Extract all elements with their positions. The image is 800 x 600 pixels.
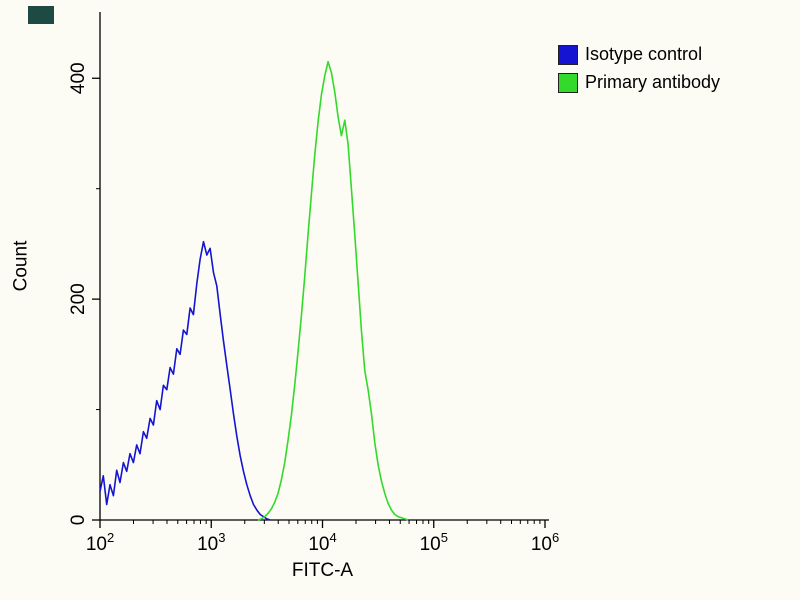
- legend-item-isotype-control: Isotype control: [558, 44, 720, 65]
- x-tick-label: 103: [197, 530, 225, 555]
- x-tick-label: 105: [420, 530, 448, 555]
- x-tick-label: 106: [531, 530, 559, 555]
- y-tick-label: 0: [68, 515, 89, 526]
- corner-artifact-box: [28, 6, 54, 24]
- legend-label-isotype-control: Isotype control: [585, 44, 703, 64]
- series-curve-0: [99, 240, 271, 521]
- y-tick-label: 200: [68, 283, 89, 315]
- legend: Isotype control Primary antibody: [558, 44, 720, 93]
- legend-item-primary-antibody: Primary antibody: [558, 72, 720, 93]
- y-axis-label: Count: [10, 240, 32, 292]
- y-axis-label-wrap: Count: [8, 116, 34, 416]
- x-axis-label-wrap: FITC-A: [100, 560, 545, 582]
- legend-swatch-isotype-control: [558, 44, 578, 65]
- y-tick-label: 400: [68, 62, 89, 94]
- legend-label-primary-antibody: Primary antibody: [585, 72, 721, 92]
- x-axis-label: FITC-A: [291, 560, 354, 581]
- x-tick-label: 104: [308, 530, 336, 555]
- legend-swatch-primary-antibody: [558, 72, 578, 93]
- x-tick-label: 102: [86, 530, 114, 555]
- series-curve-1: [257, 60, 409, 521]
